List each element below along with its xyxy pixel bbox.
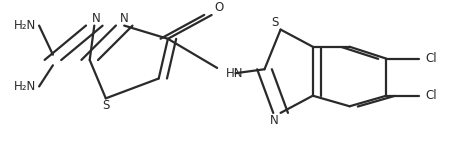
Text: Cl: Cl	[425, 89, 436, 102]
Text: S: S	[102, 99, 109, 112]
Text: S: S	[270, 16, 278, 29]
Text: N: N	[92, 12, 101, 25]
Text: O: O	[213, 1, 223, 14]
Text: HN: HN	[225, 67, 242, 80]
Text: N: N	[119, 12, 129, 25]
Text: Cl: Cl	[425, 52, 436, 65]
Text: H₂N: H₂N	[14, 19, 36, 32]
Text: H₂N: H₂N	[14, 80, 36, 93]
Text: N: N	[269, 114, 278, 127]
